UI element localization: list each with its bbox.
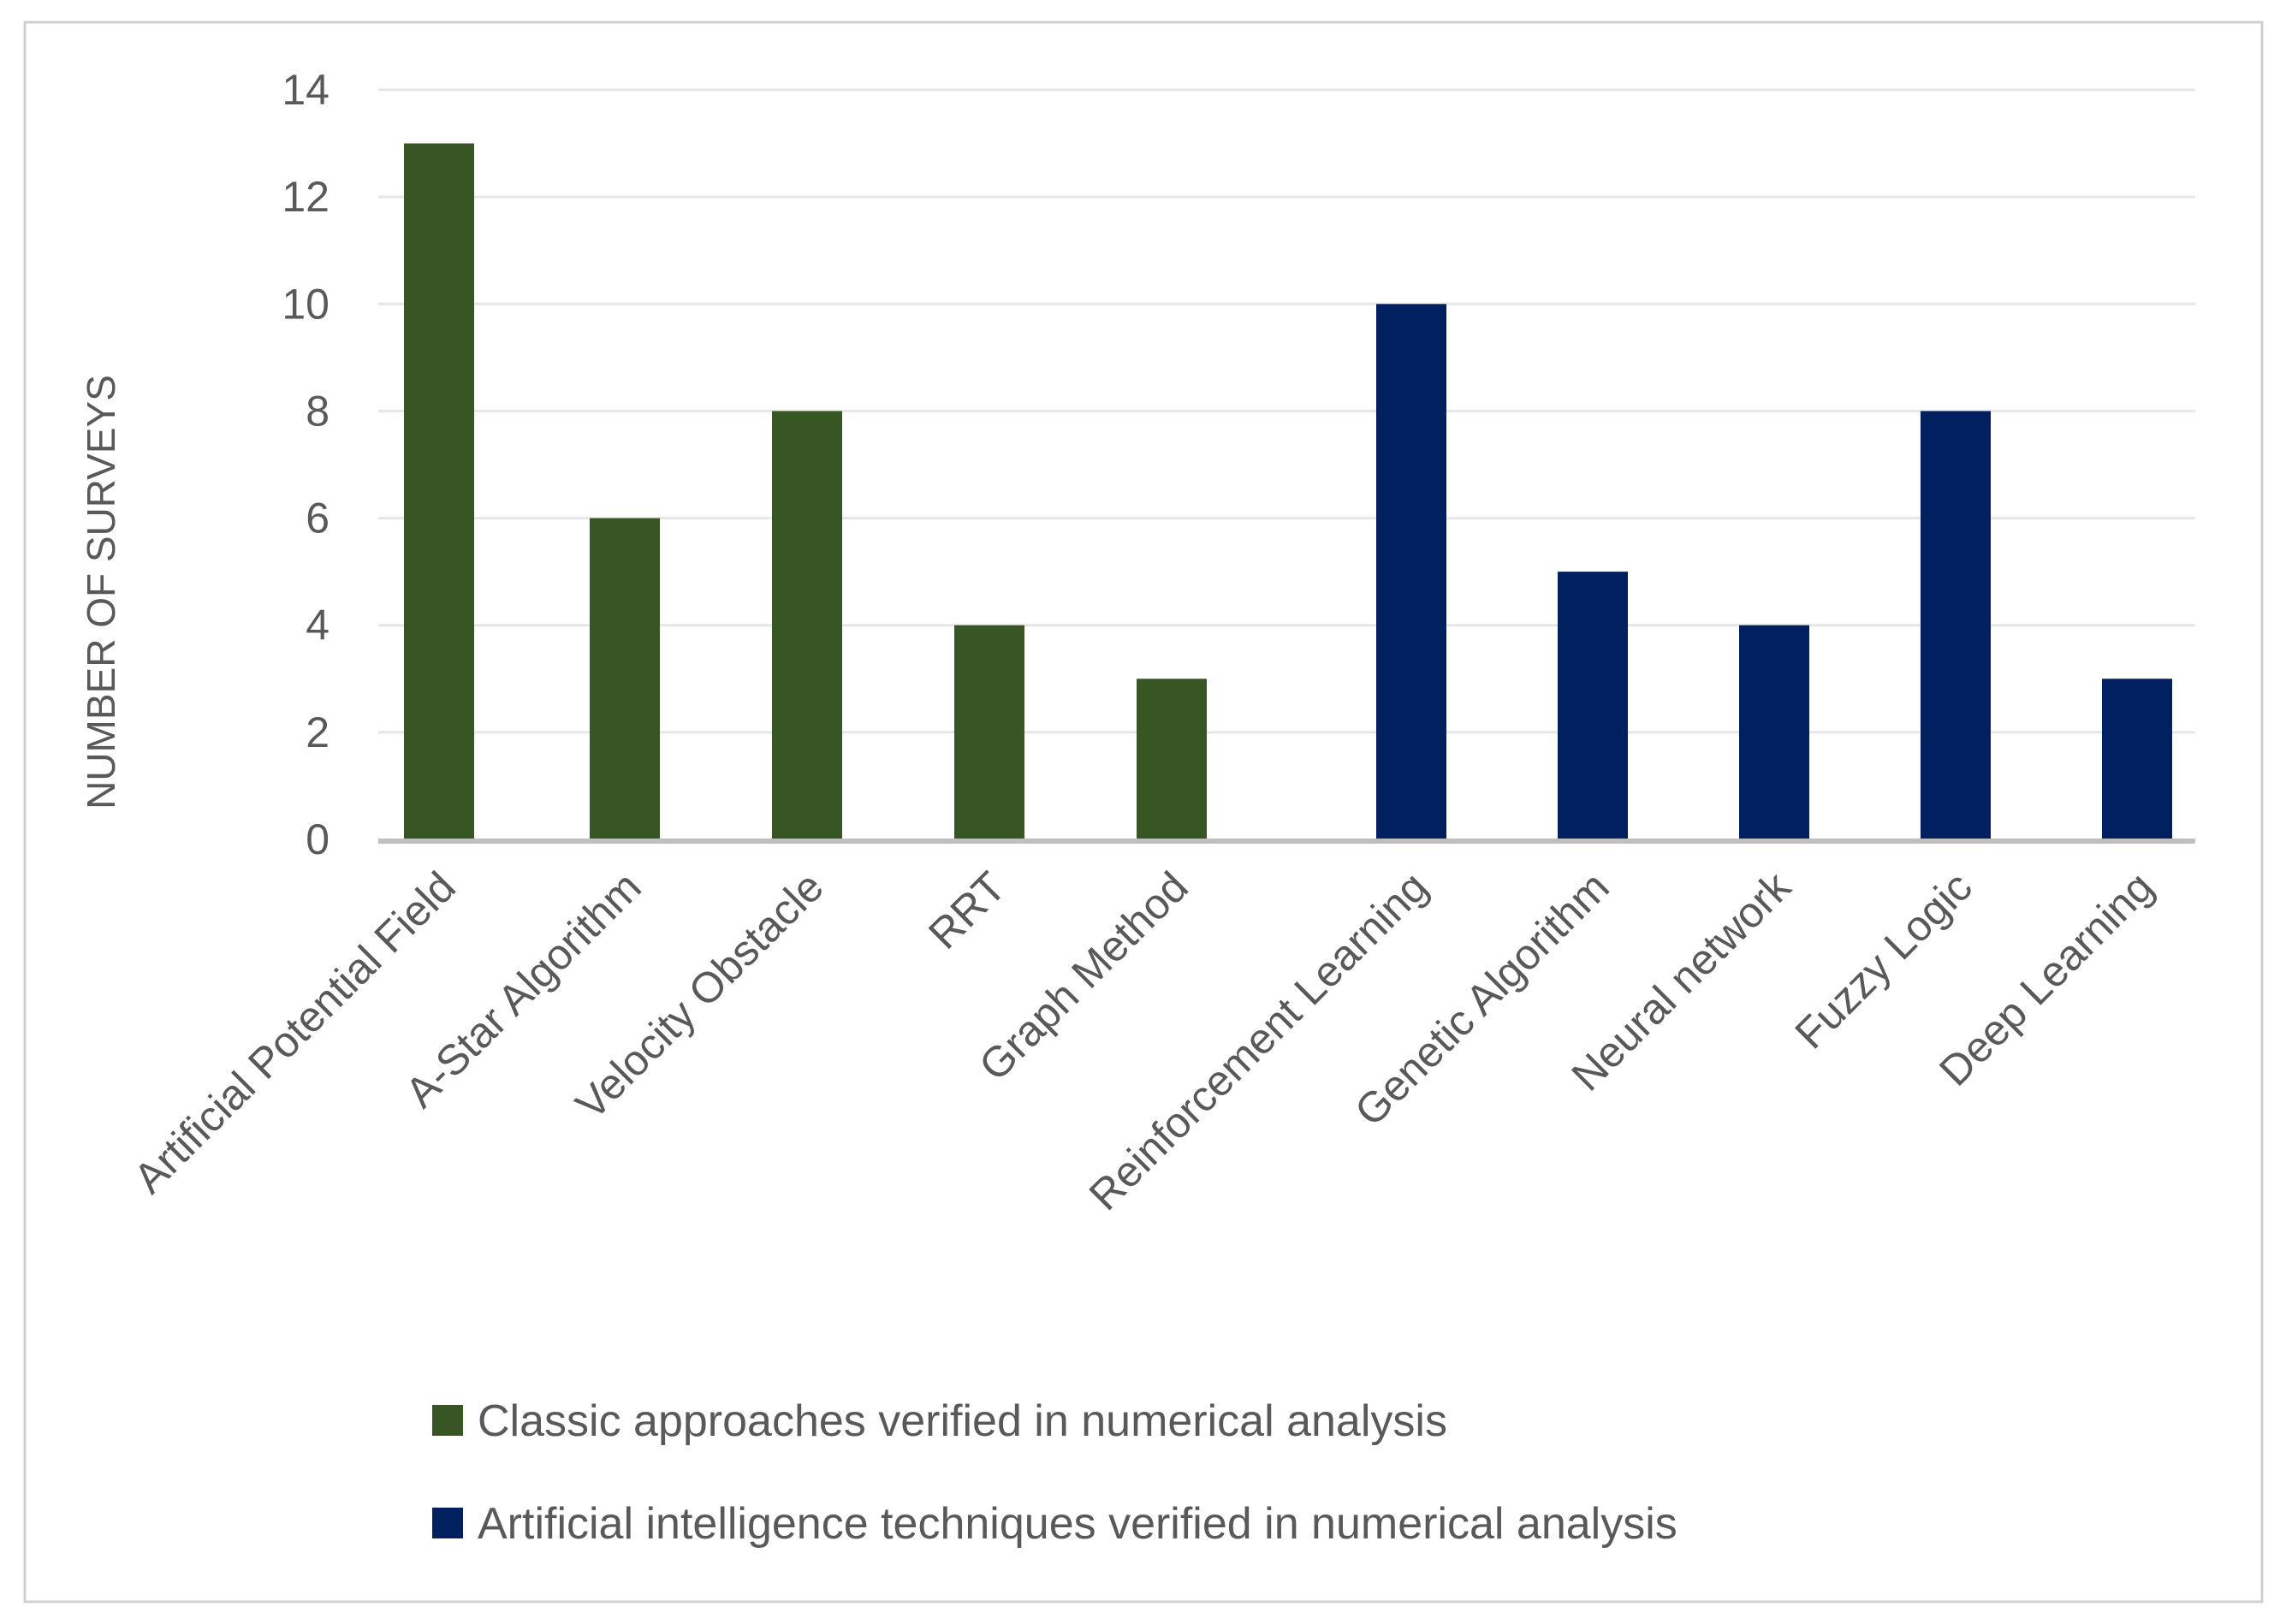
y-tick-label: 0 (306, 815, 330, 863)
legend-label-1: Artificial intelligence techniques verif… (478, 1499, 1677, 1549)
legend-label-0: Classic approaches verified in numerical… (478, 1396, 1447, 1446)
y-tick-label: 4 (306, 602, 330, 649)
bar-0-2 (772, 411, 842, 839)
legend-swatch-1 (432, 1508, 463, 1538)
y-tick-label: 14 (282, 66, 330, 114)
bar-1-7 (1739, 625, 1809, 839)
bar-0-3 (954, 625, 1024, 839)
bar-0-0 (404, 143, 474, 840)
y-tick-label: 12 (282, 173, 330, 221)
bar-0-4 (1137, 679, 1207, 839)
bar-1-6 (1558, 572, 1628, 839)
y-tick-label: 2 (306, 708, 330, 756)
y-axis-title: NUMBER OF SURVEYS (79, 375, 123, 809)
bar-1-9 (2102, 679, 2172, 839)
y-tick-label: 8 (306, 387, 330, 435)
bar-1-5 (1376, 304, 1446, 839)
bars (404, 143, 2172, 840)
legend-swatch-0 (432, 1405, 463, 1436)
legend: Classic approaches verified in numerical… (432, 1396, 1677, 1549)
bar-1-8 (1921, 411, 1991, 839)
y-tick-label: 6 (306, 495, 330, 542)
y-axis: 0 2 4 6 8 10 12 14 (282, 66, 330, 863)
gridlines (378, 88, 2195, 734)
bar-0-1 (590, 518, 660, 839)
y-tick-label: 10 (282, 280, 330, 328)
